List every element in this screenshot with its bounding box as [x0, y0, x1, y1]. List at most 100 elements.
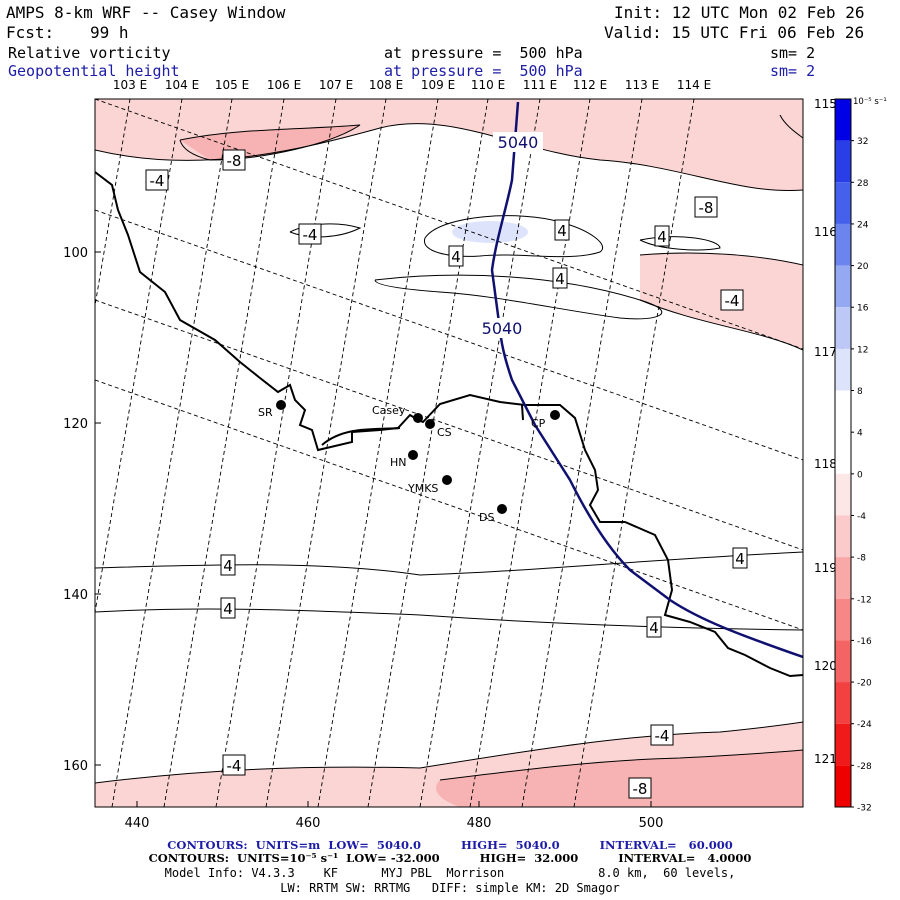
y-tick-label: 160: [63, 759, 88, 774]
contour-line: [779, 114, 803, 139]
station-marker: [442, 475, 452, 485]
colorbar-tick-label: 4: [857, 429, 863, 439]
colorbar-cell: [835, 432, 851, 474]
station-label: CP: [531, 417, 546, 430]
contour-label: -4: [725, 292, 740, 310]
station-marker: [413, 413, 423, 423]
contour-label: 4: [657, 228, 667, 246]
contour-label-box: [554, 219, 570, 241]
forecast-hour: 99 h: [90, 23, 129, 42]
x-axis-ticks: 440 460 480 500: [125, 801, 664, 831]
height-label-bg: [493, 132, 543, 152]
station-marker: [425, 419, 435, 429]
colorbar-tick-label: -28: [857, 762, 872, 772]
contour-label-box: [628, 777, 652, 799]
colorbar-tick-label: 12: [857, 345, 868, 355]
meridian-line: [419, 99, 541, 807]
coastline-path: [321, 427, 401, 446]
contour-label: -4: [303, 226, 318, 244]
valid-time: Valid: 15 UTC Fri 06 Feb 26: [604, 23, 865, 42]
station-marker: [408, 450, 418, 460]
contour-label-box: [654, 225, 670, 247]
colorbar-cell: [835, 515, 851, 558]
height-contour-units: CONTOURS: UNITS=m LOW= 5040.0: [167, 838, 421, 852]
contour-label-box: [650, 724, 674, 746]
height-contour-interval: INTERVAL= 60.000: [599, 838, 733, 852]
station-label: DS: [479, 511, 494, 524]
contour-label-box: [448, 245, 464, 267]
init-time: Init: 12 UTC Mon 02 Feb 26: [614, 3, 865, 22]
colorbar-cell: [835, 99, 851, 141]
contour-line: [439, 749, 803, 781]
contour-line: [639, 236, 721, 251]
footer-height-contours: CONTOURS: UNITS=m LOW= 5040.0 HIGH= 5040…: [0, 838, 900, 852]
station-marker: [550, 410, 560, 420]
parallel-line: [95, 299, 803, 551]
station-marker: [276, 400, 286, 410]
footer-model-info: Model Info: V4.3.3 KF MYJ PBL Morrison 8…: [164, 866, 736, 880]
colorbar-cell: [835, 140, 851, 183]
station-label: Casey: [372, 404, 406, 417]
longitude-label: 111 E: [523, 78, 557, 92]
x-tick-label: 500: [639, 816, 664, 831]
height-contour-high: HIGH= 5040.0: [461, 838, 560, 852]
contour-line: [95, 608, 803, 631]
field1-level: at pressure = 500 hPa: [384, 44, 583, 62]
contour-label: -8: [633, 780, 648, 798]
map-frame: [94, 98, 804, 808]
colorbar-cell: [835, 307, 851, 349]
x-tick-label: 460: [296, 816, 321, 831]
colorbar-cell: [835, 223, 851, 266]
x-tick-label: 440: [125, 816, 150, 831]
height-label-bg: [477, 318, 527, 338]
station-label: HN: [390, 456, 407, 469]
geopotential-contour: [490, 101, 803, 659]
longitude-label: 107 E: [319, 78, 353, 92]
colorbar-tick-label: 24: [857, 220, 869, 230]
height-label: 5040: [482, 319, 523, 338]
field1-name: Relative vorticity: [8, 44, 171, 62]
colorbar-cell: [835, 598, 851, 641]
longitude-labels: 103 E 104 E 105 E 106 E 107 E 108 E 109 E 110 E…: [113, 78, 711, 92]
longitude-label: 112 E: [573, 78, 607, 92]
contour-line: [374, 274, 663, 320]
parallel-line: [95, 99, 803, 350]
contour-line: [639, 252, 803, 266]
footer-vorticity-contours: CONTOURS: UNITS=10⁻⁵ s⁻¹ LOW= -32.000 HI…: [0, 851, 900, 865]
colorbar-cell: [835, 348, 851, 391]
colorbar-frame: [834, 98, 852, 808]
meridian-line: [95, 99, 131, 309]
longitude-label: 103 E: [113, 78, 147, 92]
colorbar-cell: [835, 723, 851, 766]
longitude-label: 108 E: [369, 78, 403, 92]
station-label: SR: [258, 406, 273, 419]
colorbar-tick-label: -16: [857, 637, 872, 647]
vorticity-contour-units: CONTOURS: UNITS=10⁻⁵ s⁻¹ LOW= -32.000: [148, 851, 440, 865]
plot-title: AMPS 8-km WRF -- Casey Window: [6, 3, 286, 22]
field2-name: Geopotential height: [8, 62, 180, 80]
colorbar-tick-label: -32: [857, 804, 872, 814]
meridian-line: [265, 99, 387, 807]
contour-label-box: [145, 169, 169, 191]
contour-label: 4: [735, 550, 745, 568]
contour-label: 4: [557, 222, 567, 240]
meridian-line: [95, 99, 183, 615]
y-tick-label: 120: [63, 417, 88, 432]
neg-vorticity-region-top: [95, 99, 803, 191]
contour-label: 4: [555, 270, 565, 288]
station-marker: [497, 504, 507, 514]
y-axis-ticks: 100 120 140 160: [63, 246, 101, 774]
meridian-line: [163, 99, 285, 807]
station-label: YMKS: [407, 482, 438, 495]
contour-label: -4: [227, 757, 242, 775]
longitude-label: 109 E: [421, 78, 455, 92]
vorticity-contour-high: HIGH= 32.000: [479, 851, 579, 865]
colorbar-tick-label: 28: [857, 179, 869, 189]
meridian-line: [521, 99, 643, 807]
colorbar-tick-label: 16: [857, 304, 869, 314]
colorbar-tick-label: -24: [857, 720, 872, 730]
meridian-line: [469, 99, 591, 807]
contour-label-box: [694, 196, 718, 218]
contour-line: [639, 299, 803, 351]
